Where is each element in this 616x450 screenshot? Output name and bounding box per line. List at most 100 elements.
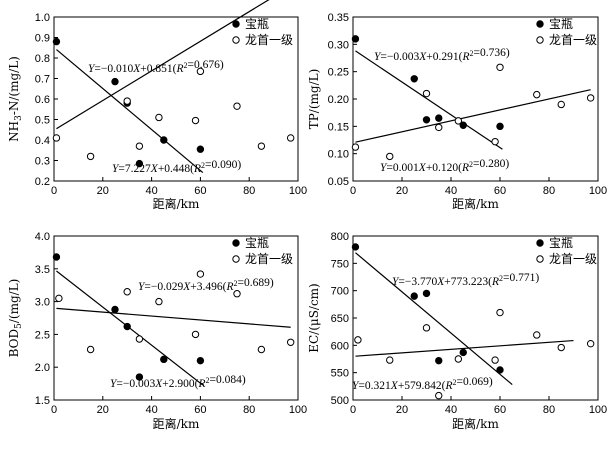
panel2-equation-label-2: Y=0.001X+0.120(R2=0.280)	[380, 158, 509, 174]
panel1-y-tick-label: 0.5	[35, 115, 50, 127]
panel3-longshou-point	[286, 338, 295, 346]
panel2-longshou-point	[491, 137, 499, 146]
panel3-x-tick-label: 100	[289, 404, 307, 416]
panel4-longshou-point	[491, 356, 499, 364]
panel1-y-tick-label: 0.7	[35, 74, 50, 86]
panel3-x-axis-label: 距离/km	[153, 416, 200, 431]
panel1-longshou-point	[257, 142, 266, 150]
panel3-longshou-point	[191, 330, 200, 339]
panel1-fit-line-2	[56, 0, 270, 130]
panel2-y-tick-label: 0.15	[328, 121, 349, 133]
panel2-legend-label-1: 宝瓶	[549, 17, 573, 31]
panel1-baoping-point	[111, 77, 119, 86]
panel3-x-tick-label: 40	[145, 404, 157, 416]
panel1-x-tick-label: 80	[243, 185, 255, 197]
panel1-x-tick-label: 60	[194, 185, 206, 197]
panel4-fit-line-2	[355, 339, 574, 357]
panel2-longshou-point	[496, 63, 504, 71]
panel4-baoping-point	[459, 348, 467, 357]
panel3-legend-label-1: 宝瓶	[245, 236, 269, 250]
panel3-baoping-point	[196, 356, 205, 365]
panel2-y-tick-label: 0.25	[328, 67, 349, 79]
panel2-longshou-point	[422, 89, 431, 98]
panel3-plot-frame	[53, 235, 299, 401]
panel4-x-tick-label: 80	[543, 404, 555, 416]
panel1-y-tick-label: 0.4	[35, 135, 50, 147]
panel3-equation-label-2: Y=−0.003X+2.900(R2=0.084)	[110, 374, 246, 390]
panel2-x-tick-label: 60	[494, 185, 506, 197]
panel2-y-axis-label: TP/(mg/L)	[307, 69, 321, 130]
panel3-legend-label-2: 龙首一级	[245, 252, 293, 266]
panel3-y-tick-label: 1.5	[35, 395, 50, 407]
panel4-y-tick-label: 800	[331, 231, 349, 243]
panel4-longshou-point	[422, 324, 431, 332]
panel3-y-tick-label: 3.5	[35, 264, 50, 276]
panel2-longshou-point	[351, 143, 360, 151]
panel2-legend-marker-1	[536, 20, 544, 28]
panel1-y-axis-label: NH3-N/(mg/L)	[7, 56, 24, 142]
panel3-equation-label-1: Y=−0.029X+3.496(R2=0.689)	[138, 277, 274, 293]
panel4-longshou-point	[386, 356, 394, 364]
panel1-y-tick-label: 0.9	[35, 33, 50, 45]
panel2-y-tick-label: 0.10	[328, 149, 349, 161]
panel3-baoping-point	[52, 253, 61, 261]
panel3-x-tick-label: 20	[97, 404, 109, 416]
panel1-baoping-point	[135, 159, 144, 168]
panel2-y-tick-label: 0.35	[328, 12, 349, 24]
panel3-longshou-point	[86, 345, 95, 354]
panel1-longshou-point	[86, 152, 95, 161]
panel2-y-tick-label: 0.30	[328, 39, 349, 51]
panel2-x-tick-label: 0	[350, 185, 356, 197]
panel1-baoping-point	[160, 136, 168, 144]
panel3-y-tick-label: 2.0	[35, 362, 50, 374]
panel2-fit-line-1	[355, 50, 503, 150]
panel1-legend-marker-2	[232, 36, 240, 44]
panel1-y-tick-label: 0.2	[35, 176, 50, 188]
panel2-x-axis-label: 距离/km	[452, 196, 499, 211]
panel4-y-tick-label: 700	[331, 286, 349, 298]
panel3-legend-marker-1	[232, 239, 240, 247]
panel3-longshou-point	[123, 288, 131, 296]
panel4-longshou-point	[454, 355, 463, 363]
panel4-legend-label-2: 龙首一级	[549, 252, 597, 266]
panel4-legend-label-1: 宝瓶	[549, 236, 573, 250]
panel4-x-tick-label: 100	[589, 404, 607, 416]
panel3-longshou-point	[233, 290, 241, 298]
panel2-longshou-point	[557, 100, 565, 109]
panel4-legend-marker-1	[536, 239, 544, 247]
panel2-legend-label-2: 龙首一级	[549, 33, 597, 47]
panel3-y-axis-label: BOD5/(mg/L)	[7, 279, 24, 358]
panel2-baoping-point	[496, 122, 504, 131]
panel4-x-tick-label: 60	[494, 404, 506, 416]
panel2-baoping-point	[410, 75, 418, 83]
panel1-longshou-point	[286, 134, 295, 142]
panel4-x-tick-label: 40	[445, 404, 457, 416]
panel3-longshou-point	[55, 294, 63, 303]
panel1-longshou-point	[52, 134, 61, 142]
panel4-baoping-point	[496, 366, 504, 374]
panel2-legend-marker-2	[536, 36, 544, 44]
panel2-x-tick-label: 100	[589, 185, 607, 197]
panel2-baoping-point	[351, 35, 360, 43]
panel2-equation-label-1: Y=−0.003X+0.291(R2=0.736)	[374, 47, 510, 63]
panel4-y-tick-label: 550	[331, 368, 349, 380]
panel1-x-tick-label: 0	[51, 185, 57, 197]
panel1-y-tick-label: 0.6	[35, 94, 50, 106]
panel4-x-axis-label: 距离/km	[452, 416, 499, 431]
panel1-longshou-point	[123, 97, 131, 105]
panel4-y-tick-label: 500	[331, 395, 349, 407]
panel4-baoping-point	[422, 289, 431, 298]
panel2-x-tick-label: 20	[396, 185, 408, 197]
panel4-longshou-point	[435, 391, 443, 400]
panel3-longshou-point	[196, 270, 205, 278]
panel1-longshou-point	[155, 113, 163, 122]
panel4-legend-marker-2	[536, 255, 544, 263]
panel1-baoping-point	[196, 145, 205, 153]
panel4-x-tick-label: 0	[350, 404, 356, 416]
panel3-longshou-point	[135, 335, 144, 343]
panel2-y-tick-label: 0.20	[328, 94, 349, 106]
panel2-longshou-point	[386, 152, 394, 161]
panel2-baoping-point	[459, 121, 467, 129]
panel1-longshou-point	[233, 102, 241, 110]
